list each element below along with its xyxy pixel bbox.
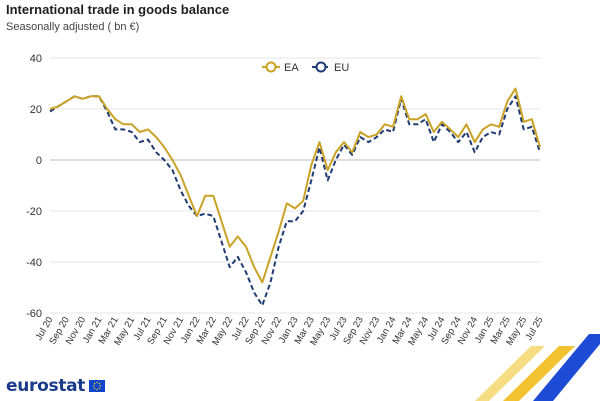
legend-marker: [265, 61, 277, 73]
brand-logo: eurostat: [6, 376, 106, 396]
brand-name: eurostat: [6, 376, 86, 396]
chart-subtitle: Seasonally adjusted ( bn €): [6, 21, 140, 33]
y-tick-label: -40: [26, 257, 42, 269]
eu-flag-icon: [89, 380, 106, 392]
legend: EA EU: [262, 61, 349, 74]
y-tick-label: -20: [26, 206, 42, 218]
y-tick-label: 20: [30, 104, 42, 116]
y-tick-label: 40: [30, 53, 42, 65]
corner-swoosh-graphic: [475, 334, 600, 401]
series-line-ea: [49, 87, 541, 284]
y-tick-label: 0: [36, 155, 42, 167]
legend-label: EA: [284, 62, 299, 74]
y-tick-label: -60: [26, 308, 42, 320]
legend-marker: [315, 61, 327, 73]
legend-label: EU: [334, 62, 349, 74]
series-line-eu: [49, 95, 541, 307]
chart-title: International trade in goods balance: [6, 2, 230, 17]
